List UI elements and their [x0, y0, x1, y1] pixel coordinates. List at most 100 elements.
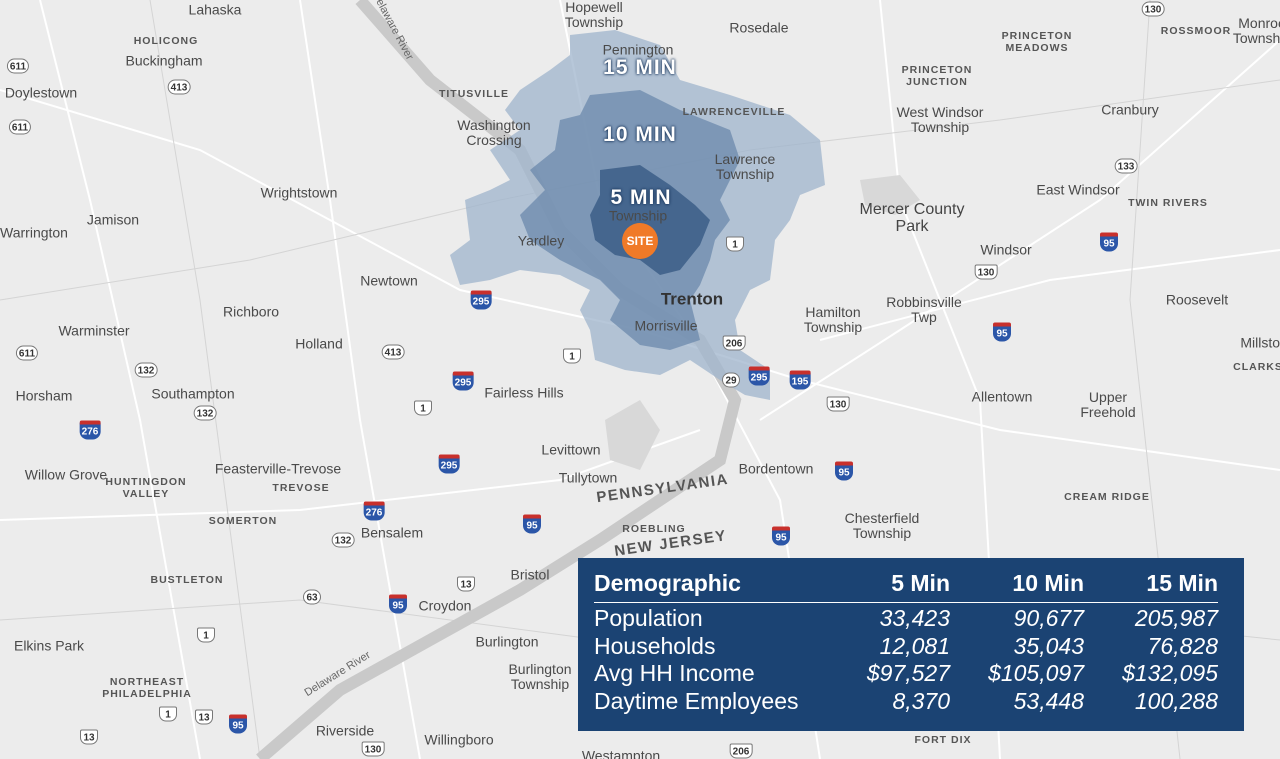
place-label: LAWRENCEVILLE: [682, 106, 786, 118]
highway-shield: 1: [159, 706, 177, 722]
highway-shield: 95: [993, 322, 1011, 342]
highway-shield: 132: [134, 362, 158, 378]
highway-shield: 132: [331, 532, 355, 548]
place-label: Hopewell Township: [564, 0, 624, 30]
place-label: Willow Grove: [24, 466, 108, 483]
table-value: 100,288: [1134, 687, 1218, 714]
place-label: CREAM RIDGE: [1064, 491, 1150, 503]
table-value: 205,987: [1134, 605, 1218, 631]
table-value: 35,043: [1013, 632, 1084, 659]
table-value: $97,527: [866, 660, 950, 686]
place-label: Trenton: [660, 289, 724, 309]
table-value: 33,423: [879, 605, 950, 631]
highway-shield: 295: [748, 366, 770, 386]
highway-shield: 611: [6, 58, 30, 74]
place-label: Robbinsville Twp: [886, 294, 962, 325]
highway-shield: 276: [79, 420, 101, 440]
highway-shield: 413: [167, 79, 191, 95]
highway-shield: 276: [363, 501, 385, 521]
place-label: Chesterfield Township: [844, 510, 920, 541]
place-label: Bordentown: [738, 460, 814, 477]
table-header: 15 Min: [1146, 570, 1218, 596]
place-label: Buckingham: [125, 52, 203, 69]
place-label: Horsham: [15, 387, 73, 404]
highway-shield: 611: [8, 119, 32, 135]
table-value: 90,677: [1013, 605, 1084, 631]
place-label: TITUSVILLE: [438, 88, 510, 100]
highway-shield: 206: [722, 335, 746, 351]
place-label: TWIN RIVERS: [1128, 197, 1208, 209]
place-label: Croydon: [418, 597, 472, 614]
highway-shield: 63: [303, 589, 321, 605]
table-value: 53,448: [1013, 687, 1084, 714]
place-label: Cranbury: [1101, 101, 1159, 118]
place-label: PRINCETON MEADOWS: [1001, 30, 1073, 54]
highway-shield: 95: [835, 461, 853, 481]
zone-label: 5 MIN: [610, 186, 672, 209]
place-label: TREVOSE: [272, 482, 330, 494]
highway-shield: 130: [1141, 1, 1165, 17]
highway-shield: 13: [195, 709, 213, 725]
zone-label: 15 MIN: [603, 56, 677, 79]
place-label: SOMERTON: [208, 515, 278, 527]
table-value: 8,370: [892, 687, 950, 714]
place-label: Tullytown: [558, 469, 618, 486]
highway-shield: 195: [789, 370, 811, 390]
place-label: Allentown: [971, 388, 1033, 405]
place-label: Wrightstown: [260, 184, 338, 201]
place-label: BUSTLETON: [150, 574, 224, 586]
place-label: Richboro: [222, 303, 280, 320]
highway-shield: 413: [381, 344, 405, 360]
place-label: Lawrence Township: [714, 151, 776, 182]
highway-shield: 29: [722, 372, 740, 388]
place-label: Millstone: [1240, 334, 1280, 351]
place-label: Township: [608, 207, 668, 224]
highway-shield: 95: [229, 714, 247, 734]
place-label: HOLICONG: [133, 35, 199, 47]
place-label: Mercer County Park: [859, 201, 965, 235]
place-label: Morrisville: [634, 317, 698, 334]
highway-shield: 295: [452, 371, 474, 391]
table-value: $105,097: [988, 660, 1084, 686]
place-label: Pennington: [602, 41, 674, 58]
place-label: ROEBLING: [622, 523, 686, 535]
place-label: Upper Freehold: [1080, 389, 1136, 420]
place-label: CLARKS: [1233, 361, 1280, 373]
highway-shield: 95: [523, 514, 541, 534]
place-label: Bensalem: [360, 524, 424, 541]
place-label: Southampton: [151, 385, 235, 402]
demographic-table: Demographic 5 Min 10 Min 15 Min Population 33…: [578, 558, 1244, 731]
place-label: Levittown: [541, 441, 601, 458]
place-label: Jamison: [86, 211, 140, 228]
site-marker: SITE: [622, 223, 658, 259]
place-label: Feasterville-Trevose: [214, 460, 342, 477]
place-label: Lahaska: [188, 1, 242, 18]
row-label: Households: [594, 632, 716, 659]
highway-shield: 13: [457, 576, 475, 592]
table-value: 12,081: [879, 632, 950, 659]
table-header: Demographic: [594, 570, 741, 596]
highway-shield: 206: [729, 743, 753, 759]
place-label: Yardley: [517, 232, 565, 249]
table-header: 5 Min: [891, 570, 950, 596]
highway-shield: 95: [1100, 232, 1118, 252]
park-area: [605, 175, 920, 470]
place-label: Warrington: [0, 224, 68, 241]
place-label: ROSSMOOR: [1160, 25, 1232, 37]
place-label: Rosedale: [729, 19, 789, 36]
place-label: Fairless Hills: [484, 384, 564, 401]
table-value: 76,828: [1147, 632, 1218, 659]
table-value: $132,095: [1122, 660, 1218, 686]
place-label: Bristol: [510, 566, 550, 583]
place-label: Holland: [295, 335, 343, 352]
place-label: Warminster: [58, 322, 130, 339]
place-label: Willingboro: [424, 731, 494, 748]
highway-shield: 295: [438, 454, 460, 474]
place-label: Monroe Township: [1232, 15, 1280, 46]
place-label: Windsor: [980, 241, 1032, 258]
table-header: 10 Min: [1012, 570, 1084, 596]
row-label: Avg HH Income: [594, 660, 755, 686]
place-label: Roosevelt: [1165, 291, 1229, 308]
row-label: Daytime Employees: [594, 687, 799, 714]
